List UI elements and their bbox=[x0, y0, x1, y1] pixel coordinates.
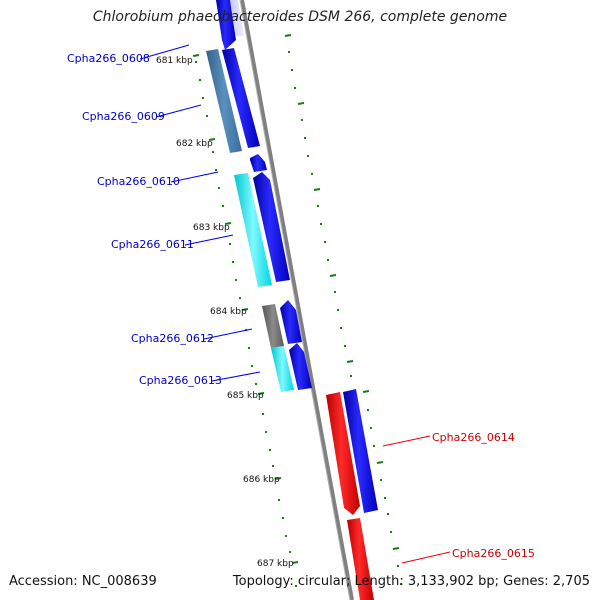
gene-feature-0609[interactable] bbox=[222, 48, 260, 148]
minor-ticks-left bbox=[195, 61, 297, 587]
leader-lines-right bbox=[382, 435, 451, 564]
leader-lines-left bbox=[139, 44, 261, 382]
gene-label-0608[interactable]: Cpha266_0608 bbox=[67, 52, 150, 65]
kbp-tick-label: 684 kbp bbox=[210, 307, 247, 317]
gene-feature-0615[interactable] bbox=[347, 518, 374, 600]
gene-label-0615[interactable]: Cpha266_0615 bbox=[452, 547, 535, 560]
kbp-tick-label: 681 kbp bbox=[156, 56, 193, 66]
genome-backbone bbox=[240, 0, 354, 600]
gene-label-0613[interactable]: Cpha266_0613 bbox=[139, 374, 222, 387]
gene-feature-0614-blue[interactable] bbox=[343, 389, 378, 513]
major-ticks-right bbox=[284, 34, 400, 550]
kbp-tick-label: 682 kbp bbox=[176, 139, 213, 149]
kbp-tick-label: 686 kbp bbox=[243, 475, 280, 485]
major-ticks-left bbox=[192, 54, 299, 564]
genome-summary-text: Topology: circular; Length: 3,133,902 bp… bbox=[232, 574, 590, 589]
gene-feature-0612[interactable] bbox=[280, 300, 302, 344]
genome-title: Chlorobium phaeobacteroides DSM 266, com… bbox=[92, 9, 508, 25]
gene-label-0611[interactable]: Cpha266_0611 bbox=[111, 238, 194, 251]
minor-ticks-right bbox=[288, 51, 402, 585]
gene-feature-0614[interactable] bbox=[326, 392, 360, 515]
gene-feature-0613[interactable] bbox=[289, 343, 312, 390]
gene-label-0609[interactable]: Cpha266_0609 bbox=[82, 110, 165, 123]
kbp-tick-label: 687 kbp bbox=[257, 559, 294, 569]
gene-label-0612[interactable]: Cpha266_0612 bbox=[131, 332, 214, 345]
gene-cog-bar-0613[interactable] bbox=[271, 346, 294, 392]
gene-label-0610[interactable]: Cpha266_0610 bbox=[97, 175, 180, 188]
gene-feature-0611[interactable] bbox=[253, 172, 290, 282]
gene-cog-bar-0610-0611[interactable] bbox=[234, 173, 272, 287]
gene-cog-bar-0608[interactable] bbox=[206, 49, 242, 153]
kbp-tick-label: 685 kbp bbox=[227, 391, 264, 401]
gene-feature-partial-top[interactable] bbox=[216, 0, 236, 50]
genome-backbone-highlight bbox=[239, 0, 351, 600]
kbp-tick-label: 683 kbp bbox=[193, 223, 230, 233]
accession-text: Accession: NC_008639 bbox=[9, 574, 157, 589]
gene-feature-faded-top bbox=[230, 0, 244, 36]
gene-feature-0610[interactable] bbox=[250, 154, 267, 172]
gene-cog-bar-0612[interactable] bbox=[262, 304, 284, 348]
gene-label-0614[interactable]: Cpha266_0614 bbox=[432, 431, 515, 444]
